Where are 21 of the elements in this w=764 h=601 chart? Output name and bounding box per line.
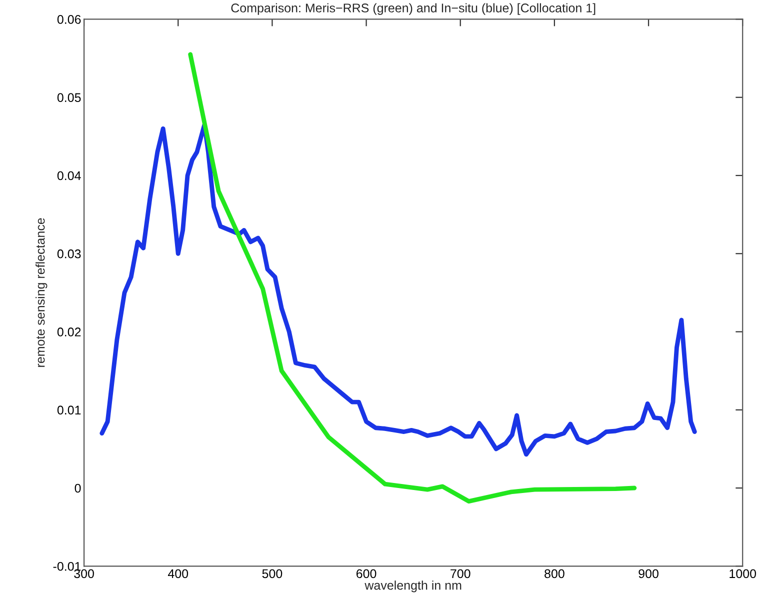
y-tick-label: 0.03 (57, 249, 81, 258)
x-tick-label: 600 (356, 569, 376, 578)
x-tick-label: 300 (74, 569, 94, 578)
x-tick-label: 700 (450, 569, 470, 578)
y-tick-label: 0.06 (57, 15, 81, 24)
y-tick-label: -0.01 (53, 562, 81, 571)
x-tick-label: 400 (168, 569, 188, 578)
y-axis-title: remote sensing reflectance (36, 218, 48, 367)
y-tick-label: 0.02 (57, 328, 81, 336)
y-tick-label: 0.05 (57, 93, 81, 102)
x-tick-label: 900 (638, 569, 658, 578)
line-series (100, 122, 697, 457)
x-axis-title: wavelength in nm (364, 580, 462, 592)
y-tick-label: 0.04 (57, 171, 81, 180)
line-series (188, 52, 637, 504)
y-tick-label: 0.01 (57, 406, 81, 415)
x-tick-label: 800 (544, 569, 564, 578)
x-tick-label: 1000 (730, 569, 756, 578)
y-tick-label: 0 (74, 484, 81, 493)
chart-title: Comparison: Meris−RRS (green) and In−situ (blue) [Collocation 1] (231, 3, 596, 15)
x-tick-label: 500 (262, 569, 282, 578)
